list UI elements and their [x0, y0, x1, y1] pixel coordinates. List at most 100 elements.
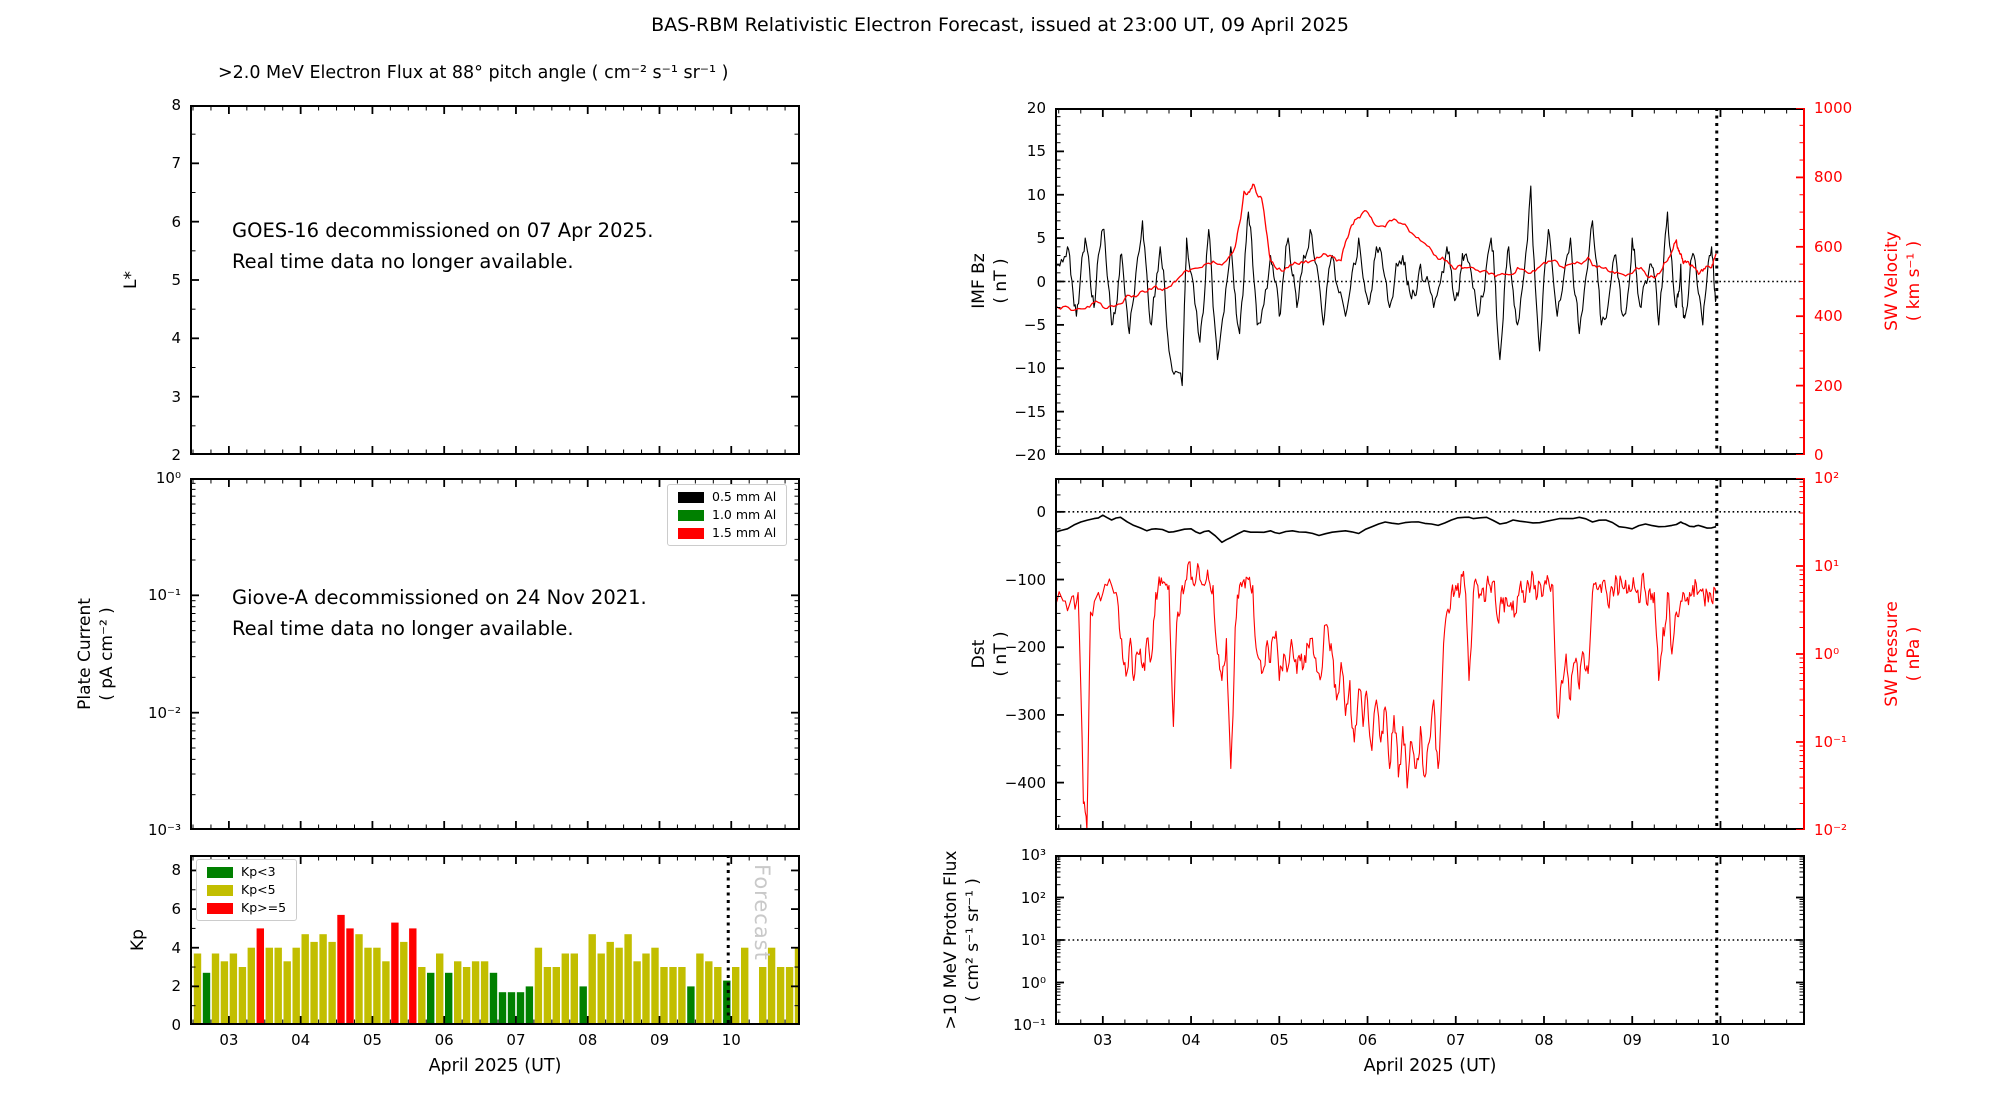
- sw-pressure-axis-label: SW Pressure ( nPa ): [1881, 601, 1925, 707]
- plate-current-tick-label: 10⁻¹: [147, 586, 181, 605]
- dst-tick-label: 0: [1036, 502, 1046, 521]
- sw-pressure-tick-label: 10⁰: [1814, 645, 1840, 663]
- p5-plot-area: [1054, 477, 1805, 831]
- kp-axis-label: Kp: [128, 929, 148, 951]
- date-tick-label: 03: [219, 1031, 239, 1049]
- proton-flux-axis-label-line1: >10 MeV Proton Flux: [941, 850, 961, 1030]
- plate-current-axis-label-line2: ( pA cm⁻² ): [97, 607, 117, 701]
- panel-dst-sw-pressure: [1054, 477, 1805, 831]
- legend-label: Kp>=5: [241, 900, 287, 915]
- panel-proton-flux: [1055, 854, 1805, 1026]
- imf-bz-tick-label: −15: [1014, 402, 1046, 421]
- plate-current-tick-label: 10⁻³: [147, 821, 181, 839]
- dst-tick-label: −100: [1004, 570, 1046, 589]
- panel-imf-bz-sw-velocity: [1054, 107, 1805, 456]
- plate-current-tick-label: 10⁰: [155, 469, 181, 487]
- plate-current-tick-label: 10⁻²: [147, 703, 181, 722]
- shielding-legend: 0.5 mm Al 1.0 mm Al 1.5 mm Al: [667, 484, 788, 546]
- imf-bz-tick-label: 5: [1036, 229, 1046, 248]
- legend-item: 1.0 mm Al: [678, 508, 776, 522]
- x-axis-label-left: April 2025 (UT): [428, 1056, 562, 1076]
- date-tick-label: 08: [578, 1031, 598, 1049]
- proton-flux-axis-label-line2: ( cm² s⁻¹ sr⁻¹ ): [963, 878, 983, 1002]
- date-tick-label: 07: [506, 1031, 526, 1049]
- imf-bz-tick-label: 0: [1036, 272, 1046, 291]
- date-tick-label: 04: [1181, 1031, 1201, 1049]
- date-tick-label: 05: [362, 1031, 382, 1049]
- proton-flux-tick-label: 10⁰: [1020, 973, 1046, 992]
- imf-bz-tick-label: 10: [1026, 185, 1046, 204]
- imf-bz-tick-label: −10: [1014, 359, 1046, 378]
- giove-a-message-line1: Giove-A decommissioned on 24 Nov 2021.: [232, 586, 647, 609]
- imf-bz-tick-label: 15: [1026, 142, 1046, 161]
- sw-velocity-tick-label: 1000: [1814, 99, 1853, 117]
- legend-item: Kp<3: [207, 865, 286, 879]
- dst-tick-label: −200: [1004, 638, 1046, 657]
- imf-bz-axis-label-line2: ( nT ): [991, 258, 1011, 304]
- date-tick-label: 08: [1534, 1031, 1554, 1049]
- l-star-tick-label: 5: [171, 271, 181, 289]
- legend-label: 1.0 mm Al: [712, 507, 777, 522]
- figure-title: BAS-RBM Relativistic Electron Forecast, …: [651, 14, 1349, 36]
- legend-label: Kp<5: [241, 882, 276, 897]
- l-star-tick-label: 3: [171, 387, 181, 406]
- legend-item: 0.5 mm Al: [678, 490, 776, 504]
- date-tick-label: 03: [1093, 1031, 1113, 1049]
- legend-item: Kp>=5: [207, 901, 286, 915]
- p3-plot-area: [190, 855, 803, 1026]
- kp-tick-label: 6: [171, 900, 181, 919]
- imf-bz-tick-label: 20: [1026, 99, 1046, 117]
- dst-tick-label: −400: [1004, 773, 1046, 792]
- goes16-message: GOES-16 decommissioned on 07 Apr 2025. R…: [232, 215, 654, 277]
- p4-plot-area: [1054, 107, 1805, 456]
- l-star-tick-label: 7: [171, 154, 181, 173]
- giove-a-message-line2: Real time data no longer available.: [232, 617, 574, 640]
- sw-pressure-axis-label-line1: SW Pressure: [1882, 601, 1902, 707]
- sw-velocity-axis-label-line2: ( km s⁻¹ ): [1904, 240, 1924, 322]
- kp-tick-label: 4: [171, 938, 181, 957]
- proton-flux-tick-label: 10²: [1020, 888, 1046, 907]
- legend-swatch-kp-ge5: [207, 902, 233, 914]
- sw-velocity-tick-label: 600: [1814, 237, 1843, 256]
- p6-plot-area: [1055, 854, 1805, 1026]
- proton-flux-tick-label: 10¹: [1020, 931, 1046, 949]
- legend-swatch-1.5mm: [678, 527, 704, 539]
- kp-tick-label: 0: [171, 1016, 181, 1034]
- panel-plate-current: [190, 477, 800, 831]
- sw-velocity-tick-label: 200: [1814, 376, 1843, 395]
- imf-bz-axis-label-line1: IMF Bz: [969, 253, 989, 309]
- date-tick-label: 04: [291, 1031, 311, 1049]
- kp-tick-label: 2: [171, 977, 181, 996]
- date-tick-label: 10: [1710, 1031, 1731, 1049]
- date-tick-label: 09: [649, 1031, 670, 1049]
- proton-flux-axis-label: >10 MeV Proton Flux ( cm² s⁻¹ sr⁻¹ ): [940, 851, 984, 1030]
- proton-flux-tick-label: 10³: [1020, 846, 1046, 864]
- dst-axis-label-line1: Dst: [969, 639, 989, 669]
- date-tick-label: 06: [434, 1031, 454, 1049]
- l-star-axis-label: L*: [121, 271, 141, 289]
- sw-pressure-axis-label-line2: ( nPa ): [1904, 626, 1924, 682]
- goes16-message-line1: GOES-16 decommissioned on 07 Apr 2025.: [232, 219, 654, 242]
- legend-swatch-0.5mm: [678, 491, 704, 503]
- plate-current-axis-label: Plate Current ( pA cm⁻² ): [74, 598, 118, 710]
- legend-swatch-kp-lt3: [207, 866, 233, 878]
- date-tick-label: 06: [1357, 1031, 1378, 1049]
- kp-tick-label: 8: [171, 861, 181, 880]
- kp-legend: Kp<3 Kp<5 Kp>=5: [196, 859, 298, 921]
- forecast-watermark: Forecast: [750, 864, 774, 961]
- sw-velocity-axis-label: SW Velocity ( km s⁻¹ ): [1881, 231, 1925, 331]
- sw-pressure-tick-label: 10¹: [1814, 557, 1840, 575]
- date-tick-label: 10: [721, 1031, 741, 1049]
- sw-velocity-axis-label-line1: SW Velocity: [1882, 231, 1902, 331]
- l-star-tick-label: 6: [171, 212, 181, 231]
- sw-pressure-tick-label: 10⁻¹: [1814, 733, 1848, 751]
- p1-plot-area: [190, 104, 800, 456]
- goes16-message-line2: Real time data no longer available.: [232, 250, 574, 273]
- imf-bz-tick-label: −5: [1023, 315, 1046, 334]
- imf-bz-tick-label: −20: [1014, 446, 1046, 464]
- date-tick-label: 07: [1446, 1031, 1466, 1049]
- legend-item: Kp<5: [207, 883, 286, 897]
- sw-pressure-tick-label: 10⁻²: [1814, 821, 1848, 839]
- legend-label: 0.5 mm Al: [712, 489, 777, 504]
